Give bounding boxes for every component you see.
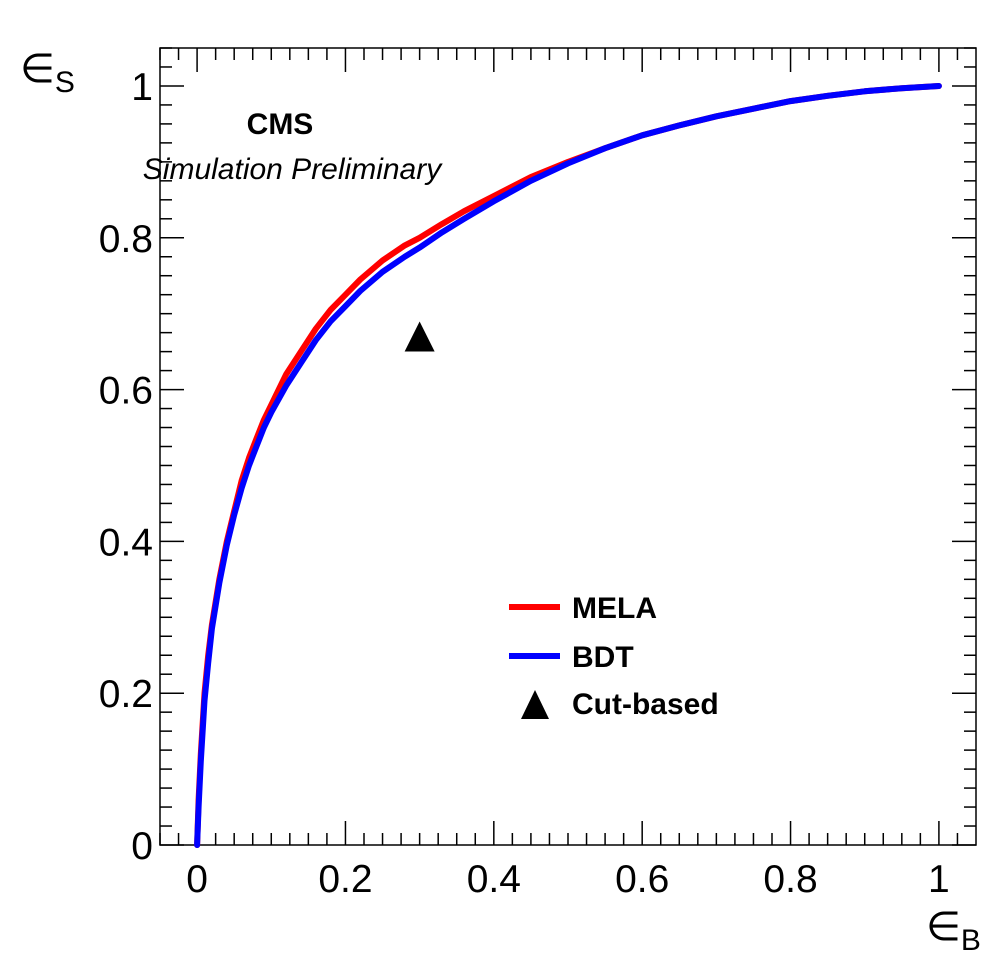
x-tick-label: 0.4 — [467, 858, 521, 901]
legend-swatch-cut-based — [521, 690, 549, 719]
x-tick-labels: 0 0.2 0.4 0.6 0.8 1 — [186, 858, 950, 901]
legend-label-bdt: BDT — [572, 641, 634, 674]
x-tick-label: 1 — [928, 858, 950, 901]
x-tick-label: 0.2 — [318, 858, 372, 901]
cut-based-markers — [404, 321, 435, 352]
cut-based-point — [404, 321, 435, 352]
y-tick-label: 0.2 — [99, 673, 153, 716]
simulation-preliminary-label: Simulation Preliminary — [143, 153, 443, 186]
x-axis-title: ∈B — [926, 905, 981, 957]
x-tick-label: 0.6 — [615, 858, 669, 901]
series-line-bdt — [194, 83, 942, 848]
legend: MELA BDT Cut-based — [509, 592, 719, 721]
x-tick-label: 0 — [186, 858, 208, 901]
x-axis-title-sub: B — [961, 924, 981, 957]
y-tick-label: 0.6 — [99, 370, 153, 413]
y-tick-label: 0.4 — [99, 521, 153, 564]
roc-curves — [194, 83, 942, 848]
y-axis-title-sub: S — [55, 66, 75, 99]
y-tick-label: 0 — [131, 825, 153, 868]
y-tick-label: 1 — [131, 66, 153, 109]
y-axis-title: ∈S — [20, 47, 75, 99]
legend-label-mela: MELA — [572, 592, 657, 625]
cms-label: CMS — [247, 108, 314, 141]
x-tick-label: 0.8 — [763, 858, 817, 901]
y-tick-label: 0.8 — [99, 218, 153, 261]
axis-ticks — [159, 47, 976, 846]
series-line-mela — [194, 83, 942, 848]
y-tick-labels: 0 0.2 0.4 0.6 0.8 1 — [99, 66, 153, 868]
legend-label-cut-based: Cut-based — [572, 688, 719, 721]
